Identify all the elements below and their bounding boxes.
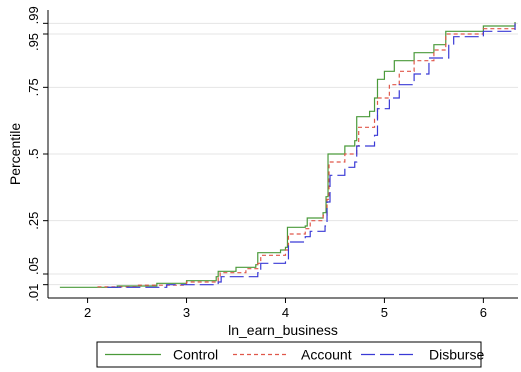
- series-line-account: [97, 23, 516, 288]
- legend: Control Account Disburse: [96, 341, 484, 368]
- series-lines: [59, 22, 516, 288]
- y-axis-title: Percentile: [7, 123, 23, 185]
- series-line-disburse: [107, 23, 516, 288]
- x-tick-label-0: 2: [84, 305, 91, 320]
- y-tick-label-3: .5: [26, 149, 41, 160]
- y-tick-label-2: .25: [26, 212, 41, 230]
- y-axis-ticks: .01 .05 .25 .5 .75 .95 .99: [26, 6, 48, 302]
- legend-label-account: Account: [301, 347, 352, 363]
- y-tick-label-5: .95: [26, 33, 41, 51]
- y-tick-label-1: .05: [26, 257, 41, 275]
- y-tick-label-4: .75: [26, 78, 41, 96]
- y-tick-label-0: .01: [26, 284, 41, 302]
- legend-box: [96, 341, 482, 368]
- grid-lines: [48, 22, 518, 286]
- x-tick-label-2: 4: [282, 305, 289, 320]
- series-line-control: [59, 22, 516, 288]
- y-tick-label-6: .99: [26, 6, 41, 24]
- x-axis-title: ln_earn_business: [228, 322, 338, 338]
- legend-label-disburse: Disburse: [429, 347, 484, 363]
- x-axis-ticks: 2 3 4 5 6: [84, 298, 487, 320]
- x-tick-label-4: 6: [480, 305, 487, 320]
- x-tick-label-3: 5: [381, 305, 388, 320]
- legend-label-control: Control: [173, 347, 218, 363]
- x-tick-label-1: 3: [183, 305, 190, 320]
